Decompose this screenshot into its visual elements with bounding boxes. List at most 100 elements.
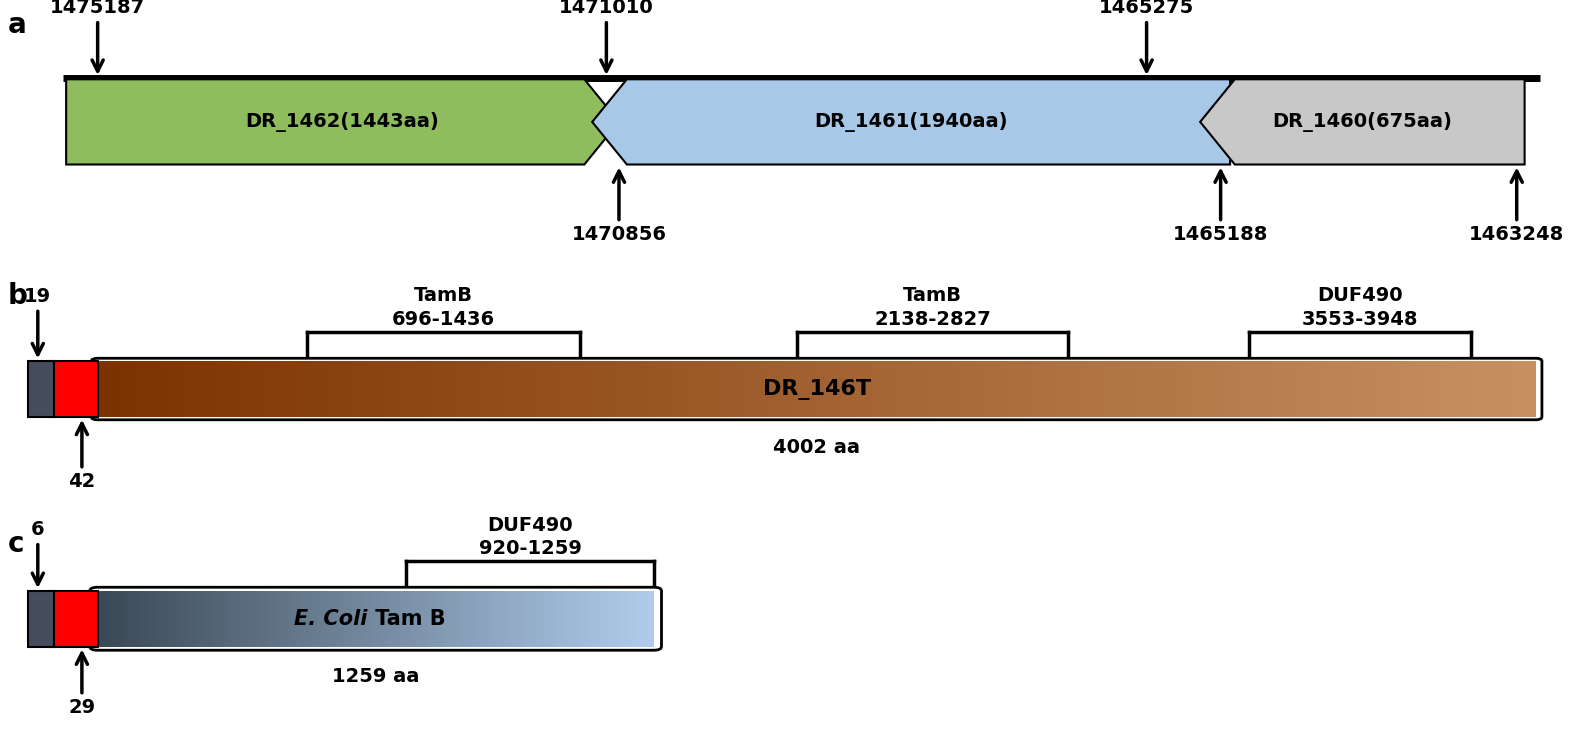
Bar [1373, 362, 1378, 416]
Bar [1343, 362, 1348, 416]
Bar [306, 591, 307, 646]
Bar [28, 591, 54, 646]
Bar [1397, 362, 1402, 416]
Bar [457, 591, 458, 646]
Bar [1062, 362, 1066, 416]
Bar [471, 591, 472, 646]
Bar [180, 362, 184, 416]
Bar [293, 591, 295, 646]
Bar [1531, 362, 1536, 416]
Bar [1282, 362, 1287, 416]
Bar [567, 362, 572, 416]
Bar [153, 591, 154, 646]
Bar [792, 362, 797, 416]
Bar [970, 362, 975, 416]
Bar [783, 362, 788, 416]
Bar [496, 591, 498, 646]
Bar [860, 362, 865, 416]
Bar [597, 591, 598, 646]
Bar [509, 591, 510, 646]
Bar [677, 362, 682, 416]
Bar [850, 362, 855, 416]
Bar [836, 362, 841, 416]
Bar [290, 591, 293, 646]
Bar [217, 591, 221, 646]
Bar [299, 591, 301, 646]
Bar [712, 362, 717, 416]
Bar [173, 591, 175, 646]
Bar [576, 362, 581, 416]
Bar [276, 591, 277, 646]
Bar [534, 591, 536, 646]
Bar [1243, 362, 1247, 416]
Bar [299, 362, 304, 416]
Bar [227, 591, 230, 646]
Bar [126, 591, 128, 646]
Bar [531, 591, 534, 646]
Bar [337, 362, 342, 416]
Bar [534, 362, 539, 416]
Bar [650, 591, 652, 646]
Bar [673, 362, 677, 416]
Bar [367, 591, 369, 646]
Bar [466, 362, 471, 416]
Bar [1416, 362, 1421, 416]
Bar [227, 362, 232, 416]
Bar [1036, 362, 1043, 416]
Bar [235, 591, 236, 646]
Bar [1430, 362, 1435, 416]
Bar [1114, 362, 1118, 416]
Bar [561, 591, 562, 646]
Bar [274, 591, 276, 646]
Bar [937, 362, 942, 416]
Bar [608, 591, 610, 646]
Bar [1402, 362, 1406, 416]
Bar [419, 362, 424, 416]
Bar [233, 591, 235, 646]
Bar [343, 591, 346, 646]
Bar [236, 362, 241, 416]
Bar [621, 362, 625, 416]
Bar [452, 362, 457, 416]
Bar [1454, 362, 1458, 416]
Bar [432, 591, 433, 646]
Polygon shape [1200, 79, 1525, 165]
Bar [372, 591, 373, 646]
Bar [461, 362, 466, 416]
Bar [443, 362, 447, 416]
Bar [1292, 362, 1296, 416]
Bar [370, 591, 372, 646]
Bar [356, 362, 361, 416]
Bar [249, 591, 252, 646]
Bar [450, 591, 452, 646]
Bar [797, 362, 802, 416]
Bar [427, 591, 430, 646]
Bar [413, 591, 414, 646]
Bar [323, 362, 328, 416]
Bar [643, 591, 644, 646]
Bar [630, 362, 635, 416]
Bar [641, 591, 643, 646]
Bar [1003, 362, 1008, 416]
Bar [339, 591, 340, 646]
Bar [140, 362, 145, 416]
Bar [258, 591, 261, 646]
Bar [312, 591, 315, 646]
Bar [1498, 362, 1503, 416]
Bar [1228, 362, 1233, 416]
Bar [387, 591, 389, 646]
Text: 4002 aa: 4002 aa [773, 437, 860, 456]
Bar [521, 591, 524, 646]
Bar [329, 591, 331, 646]
Bar [773, 362, 778, 416]
Bar [317, 591, 318, 646]
Bar [635, 591, 636, 646]
Bar [806, 362, 811, 416]
Text: 1259 aa: 1259 aa [332, 667, 419, 686]
Bar [364, 591, 367, 646]
Bar [1411, 362, 1416, 416]
Bar [1191, 362, 1195, 416]
Bar [628, 591, 630, 646]
Bar [811, 362, 817, 416]
Bar [184, 362, 189, 416]
